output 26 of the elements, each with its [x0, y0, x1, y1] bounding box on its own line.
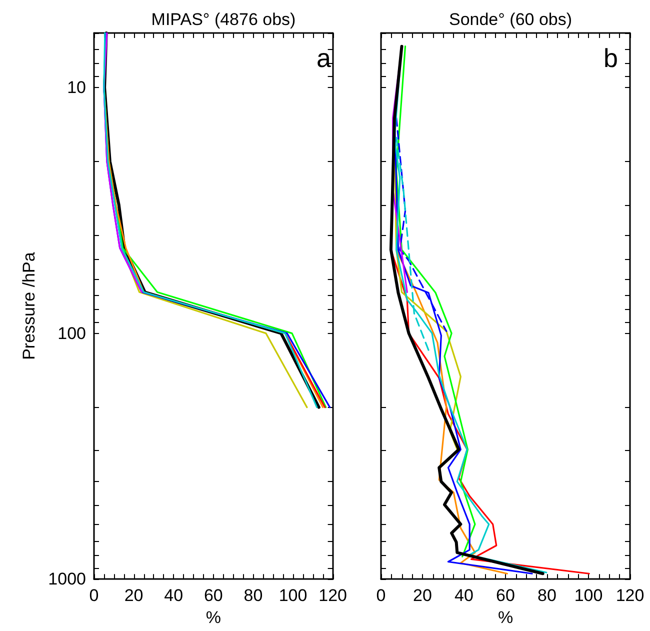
annotation: b [604, 43, 618, 73]
x-tick-label: 60 [204, 586, 223, 606]
x-tick-label: 100 [278, 586, 308, 606]
y-tick-label: 10 [67, 78, 86, 98]
y-tick-label: 100 [58, 324, 86, 343]
x-tick-label: 80 [244, 586, 263, 606]
annotation: a [316, 43, 332, 73]
y-axis-title: Pressure /hPa [19, 252, 38, 360]
x-tick-label: 100 [574, 586, 603, 606]
x-tick-label: 80 [538, 586, 556, 606]
x-tick-label: 120 [616, 586, 644, 606]
x-tick-label: 60 [496, 586, 515, 606]
x-tick-label: 20 [413, 586, 432, 606]
x-tick-label: 20 [124, 586, 144, 606]
line-series [103, 32, 143, 293]
x-tick-label: 0 [89, 586, 99, 606]
line-series [121, 247, 308, 408]
chart-title: MIPAS° (4876 obs) [151, 10, 296, 29]
x-tick-label: 40 [164, 586, 184, 606]
x-tick-label: 120 [318, 586, 348, 606]
x-tick-label: 0 [376, 586, 386, 606]
x-tick-label: 40 [454, 586, 474, 606]
x-axis-title: % [498, 608, 514, 627]
x-axis-title: % [206, 608, 221, 627]
chart-title: Sonde° (60 obs) [448, 10, 572, 29]
y-tick-label: 1000 [48, 570, 86, 589]
